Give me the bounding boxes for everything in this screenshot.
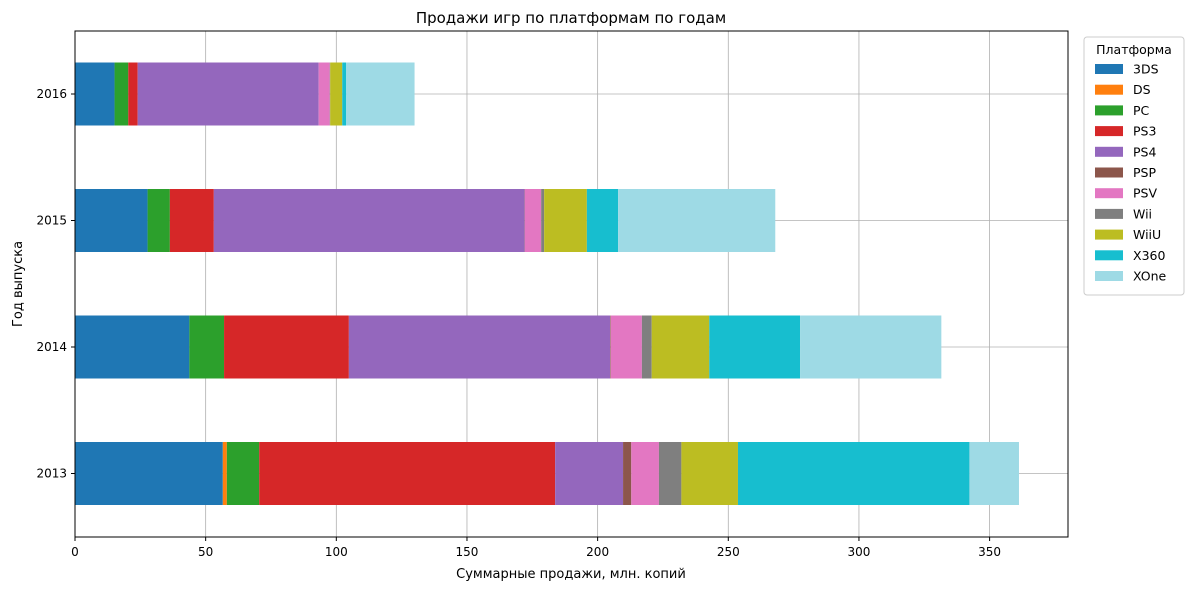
bar-segment-psv-2014 bbox=[610, 315, 642, 379]
x-tick-label: 200 bbox=[586, 545, 609, 559]
legend-label-pc: PC bbox=[1133, 103, 1150, 118]
bar-segment-ps4-2015 bbox=[213, 189, 525, 252]
y-ticks: 2013 2014 2015 2016 bbox=[36, 87, 75, 481]
legend-swatch-psp bbox=[1095, 167, 1123, 178]
bar-segment-x360-2014 bbox=[709, 315, 801, 379]
x-tick-label: 50 bbox=[198, 545, 213, 559]
bar-segment-wiiu-2016 bbox=[330, 62, 343, 126]
chart-title: Продажи игр по платформам по годам bbox=[416, 9, 726, 27]
legend-swatch-wii bbox=[1095, 208, 1123, 219]
x-tick-label: 150 bbox=[456, 545, 479, 559]
y-tick-label: 2013 bbox=[36, 467, 67, 481]
bar-segment-x360-2016 bbox=[342, 62, 347, 126]
bar-segment-ps4-2014 bbox=[348, 315, 611, 379]
legend: Платформа 3DS DS PC PS3 PS4 PSP PSV Wii WiiU X360… bbox=[1083, 36, 1185, 296]
y-axis-title: Год выпуска bbox=[11, 241, 26, 327]
legend-label-xone: XOne bbox=[1133, 269, 1167, 284]
legend-swatch-ps4 bbox=[1095, 146, 1123, 157]
plot-frame bbox=[74, 30, 1069, 538]
bar-segment-wiiu-2015 bbox=[544, 189, 587, 252]
bar-segment-ps3-2016 bbox=[128, 62, 138, 126]
bar-segment-wiiu-2014 bbox=[651, 315, 710, 379]
x-tick-label: 250 bbox=[717, 545, 740, 559]
bar-segment-wii-2015 bbox=[541, 189, 545, 252]
bars bbox=[75, 62, 1019, 505]
y-tick-label: 2015 bbox=[36, 214, 67, 228]
bar-segment-psv-2013 bbox=[631, 442, 659, 505]
y-tick-label: 2014 bbox=[36, 340, 67, 354]
legend-swatch-3ds bbox=[1095, 64, 1123, 74]
legend-swatch-ps3 bbox=[1095, 126, 1123, 137]
legend-label-3ds: 3DS bbox=[1133, 62, 1159, 77]
bar-segment-wii-2014 bbox=[641, 315, 652, 379]
bar-segment-ps3-2015 bbox=[169, 189, 214, 252]
bar-segment-3ds-2013 bbox=[75, 442, 223, 505]
x-tick-label: 300 bbox=[847, 545, 870, 559]
bar-segment-x360-2015 bbox=[586, 189, 619, 252]
bar-segment-xone-2015 bbox=[618, 189, 776, 252]
bar-segment-x360-2013 bbox=[737, 442, 970, 505]
bar-segment-3ds-2016 bbox=[75, 62, 115, 126]
bar-segment-pc-2016 bbox=[114, 62, 129, 126]
y-tick-label: 2016 bbox=[36, 87, 67, 101]
bar-segment-psp-2013 bbox=[623, 442, 632, 505]
x-tick-label: 350 bbox=[978, 545, 1001, 559]
legend-swatch-ds bbox=[1095, 84, 1123, 95]
legend-label-ps4: PS4 bbox=[1133, 144, 1156, 159]
bar-segment-xone-2016 bbox=[346, 62, 415, 126]
bar-segment-wii-2013 bbox=[658, 442, 682, 505]
bar-segment-ps4-2013 bbox=[555, 442, 624, 505]
x-axis-title: Суммарные продажи, млн. копий bbox=[456, 567, 686, 582]
bar-segment-3ds-2014 bbox=[75, 315, 190, 379]
bar-segment-pc-2013 bbox=[226, 442, 260, 505]
legend-label-ps3: PS3 bbox=[1133, 124, 1156, 139]
bar-segment-xone-2014 bbox=[800, 315, 942, 379]
bar-segment-ps3-2014 bbox=[224, 315, 349, 379]
legend-label-psp: PSP bbox=[1133, 165, 1156, 180]
bar-segment-wiiu-2013 bbox=[681, 442, 738, 505]
bar-segment-psp-2014 bbox=[610, 315, 611, 379]
legend-swatch-x360 bbox=[1095, 250, 1123, 261]
bar-segment-ps4-2016 bbox=[137, 62, 319, 126]
legend-swatch-pc bbox=[1095, 105, 1123, 116]
legend-title: Платформа bbox=[1096, 42, 1172, 57]
x-ticks: 0 50 100 150 200 250 300 350 bbox=[71, 537, 1001, 559]
legend-swatch-wiiu bbox=[1095, 229, 1123, 240]
legend-swatch-xone bbox=[1095, 271, 1123, 281]
bar-segment-pc-2015 bbox=[147, 189, 170, 252]
legend-swatch-psv bbox=[1095, 188, 1123, 199]
bar-segment-ps3-2013 bbox=[259, 442, 556, 505]
bar-segment-pc-2014 bbox=[189, 315, 225, 379]
bar-segment-psv-2016 bbox=[318, 62, 330, 126]
bar-segment-ds-2013 bbox=[222, 442, 227, 505]
legend-label-wii: Wii bbox=[1133, 206, 1152, 221]
x-tick-label: 100 bbox=[325, 545, 348, 559]
legend-label-psv: PSV bbox=[1133, 186, 1157, 201]
legend-label-ds: DS bbox=[1133, 82, 1151, 97]
legend-items: 3DS DS PC PS3 PS4 PSP PSV Wii WiiU X360 XOne bbox=[1095, 62, 1167, 284]
bar-segment-psv-2015 bbox=[524, 189, 542, 252]
legend-label-wiiu: WiiU bbox=[1133, 227, 1161, 242]
bar-segment-xone-2013 bbox=[969, 442, 1019, 505]
x-tick-label: 0 bbox=[71, 545, 79, 559]
legend-label-x360: X360 bbox=[1133, 248, 1165, 263]
bar-segment-3ds-2015 bbox=[75, 189, 148, 252]
